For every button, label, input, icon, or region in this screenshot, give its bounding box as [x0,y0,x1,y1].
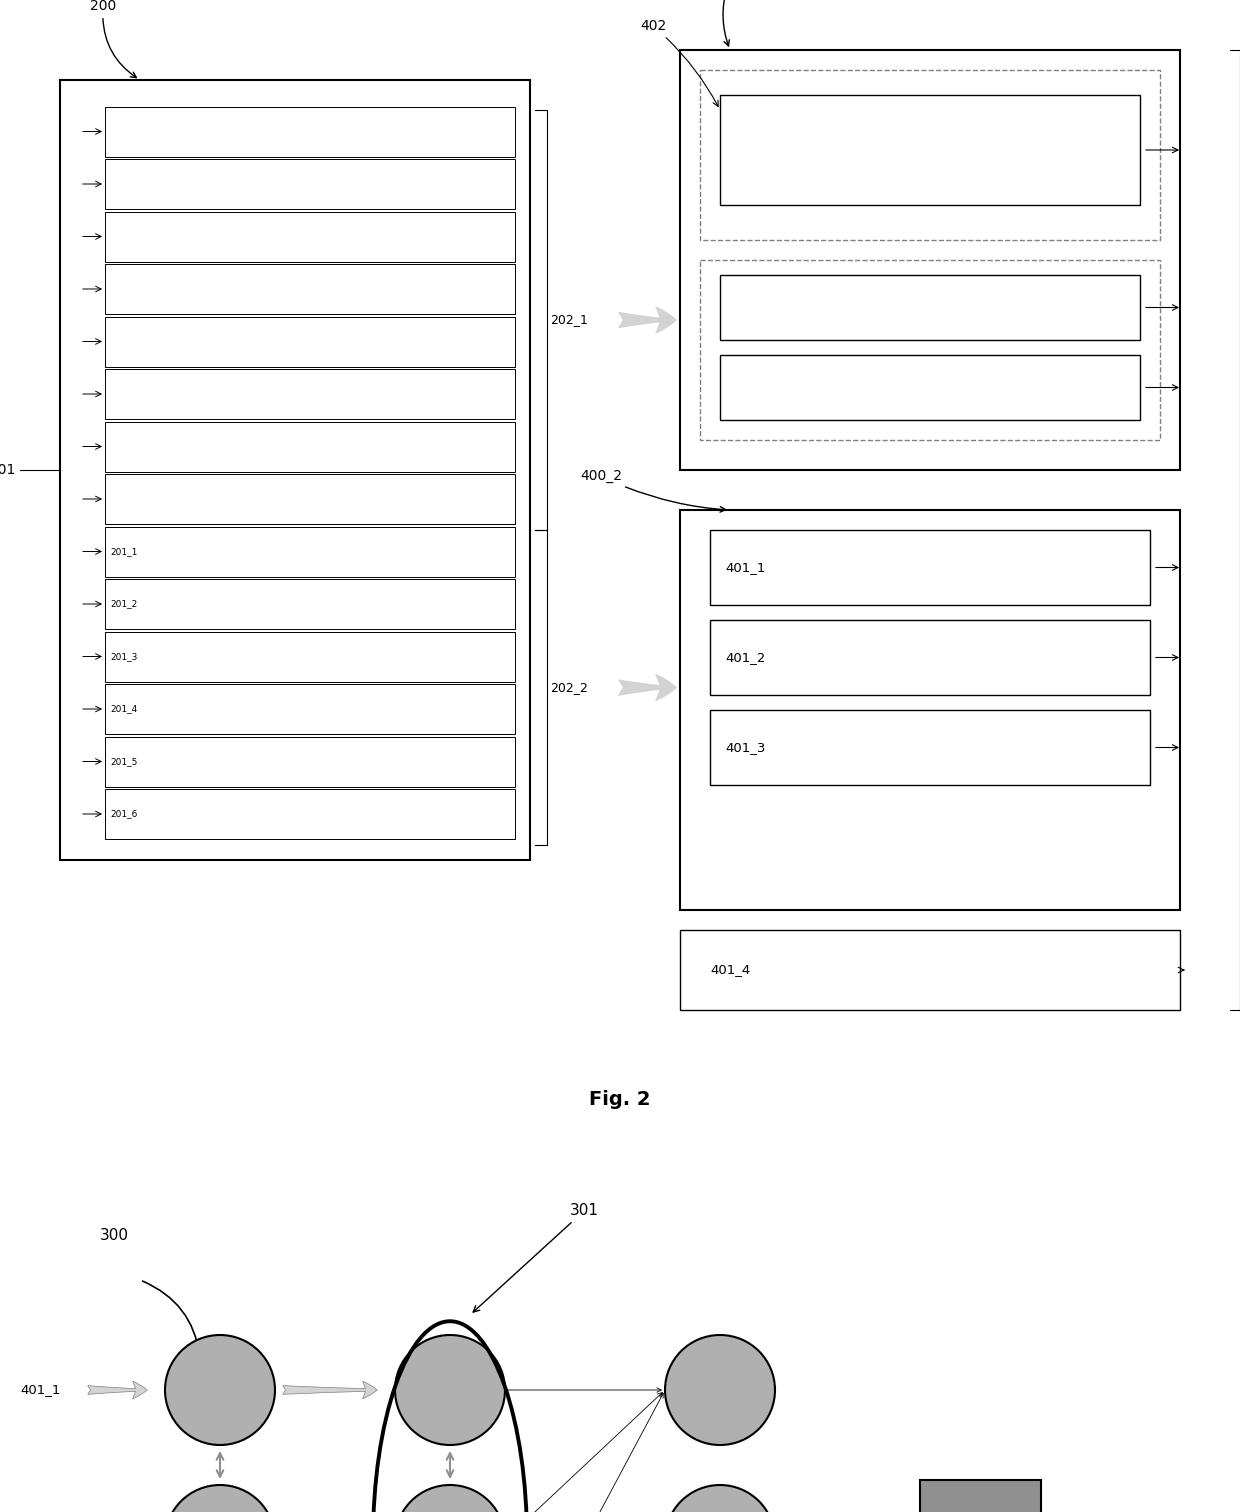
Circle shape [665,1485,775,1512]
FancyBboxPatch shape [720,355,1140,420]
Text: 200: 200 [91,0,136,77]
Text: 401_4: 401_4 [711,963,750,977]
FancyBboxPatch shape [105,473,515,525]
FancyBboxPatch shape [105,632,515,682]
Text: 300: 300 [100,1228,129,1243]
Text: Fig. 2: Fig. 2 [589,1090,651,1108]
FancyBboxPatch shape [105,579,515,629]
Text: 400_1: 400_1 [711,0,753,45]
Text: 201_6: 201_6 [110,809,138,818]
FancyBboxPatch shape [711,620,1149,696]
Text: 202_1: 202_1 [551,313,588,327]
FancyBboxPatch shape [920,1480,1040,1512]
Text: 401_1: 401_1 [20,1383,61,1397]
FancyBboxPatch shape [711,711,1149,785]
FancyBboxPatch shape [720,275,1140,340]
Text: 201_5: 201_5 [110,758,138,767]
FancyBboxPatch shape [105,789,515,839]
Text: 201_1: 201_1 [110,547,138,556]
Circle shape [396,1485,505,1512]
FancyBboxPatch shape [680,510,1180,910]
FancyBboxPatch shape [105,369,515,419]
FancyBboxPatch shape [711,531,1149,605]
FancyBboxPatch shape [105,526,515,576]
Circle shape [165,1335,275,1445]
FancyBboxPatch shape [720,95,1140,206]
FancyBboxPatch shape [105,683,515,733]
Text: 202_2: 202_2 [551,680,588,694]
Text: 201_4: 201_4 [110,705,138,714]
Text: 402: 402 [640,20,718,106]
FancyBboxPatch shape [105,736,515,786]
FancyBboxPatch shape [60,80,529,860]
FancyBboxPatch shape [105,212,515,262]
Text: 400_2: 400_2 [580,469,725,513]
Circle shape [396,1335,505,1445]
Circle shape [665,1335,775,1445]
Circle shape [165,1485,275,1512]
FancyBboxPatch shape [105,265,515,314]
Text: 201_2: 201_2 [110,599,138,608]
FancyBboxPatch shape [105,316,515,366]
FancyBboxPatch shape [105,106,515,157]
Text: 201: 201 [0,463,15,476]
FancyBboxPatch shape [105,159,515,209]
Text: 401_3: 401_3 [725,741,765,754]
FancyBboxPatch shape [105,422,515,472]
Text: 401_1: 401_1 [725,561,765,575]
FancyBboxPatch shape [680,50,1180,470]
Text: 201_3: 201_3 [110,652,138,661]
FancyBboxPatch shape [680,930,1180,1010]
Text: 401_2: 401_2 [725,652,765,664]
Text: 301: 301 [474,1204,599,1312]
